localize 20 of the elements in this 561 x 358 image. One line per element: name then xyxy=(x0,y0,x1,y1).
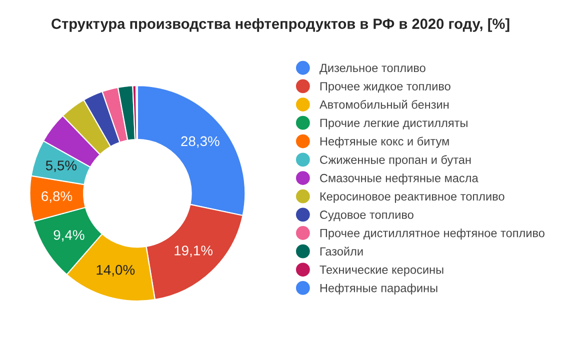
legend-label: Нефтяные парафины xyxy=(320,284,438,295)
data-label: 5,5% xyxy=(46,160,77,172)
legend-label: Газойли xyxy=(320,246,363,256)
data-label: 14,0% xyxy=(96,264,135,276)
legend-label: Технические керосины xyxy=(320,266,444,276)
data-label: 28,3% xyxy=(181,136,220,148)
legend-label: Сжиженные пропан и бутан xyxy=(320,155,471,166)
legend-label: Керосиновое реактивное топливо xyxy=(320,192,504,203)
data-label: 6,8% xyxy=(42,191,72,203)
legend-label: Нефтяные кокс и битум xyxy=(320,136,449,148)
chart-title: Структура производства нефтепродуктов в РФ в 2020 году, [%] xyxy=(52,18,510,32)
legend-label: Прочее жидкое топливо xyxy=(320,82,450,93)
legend-label: Прочее дистиллятное нефтяное топливо xyxy=(320,228,544,240)
legend-label: Прочие легкие дистилляты xyxy=(320,118,468,130)
legend-label: Автомобильный бензин xyxy=(319,100,449,109)
data-label: 9,4% xyxy=(54,230,84,242)
legend-label: Смазочные нефтяные масла xyxy=(320,174,478,185)
legend-label: Судовое топливо xyxy=(320,210,414,222)
legend-label: Дизельное топливо xyxy=(320,64,426,74)
data-label: 19,1% xyxy=(174,246,212,258)
